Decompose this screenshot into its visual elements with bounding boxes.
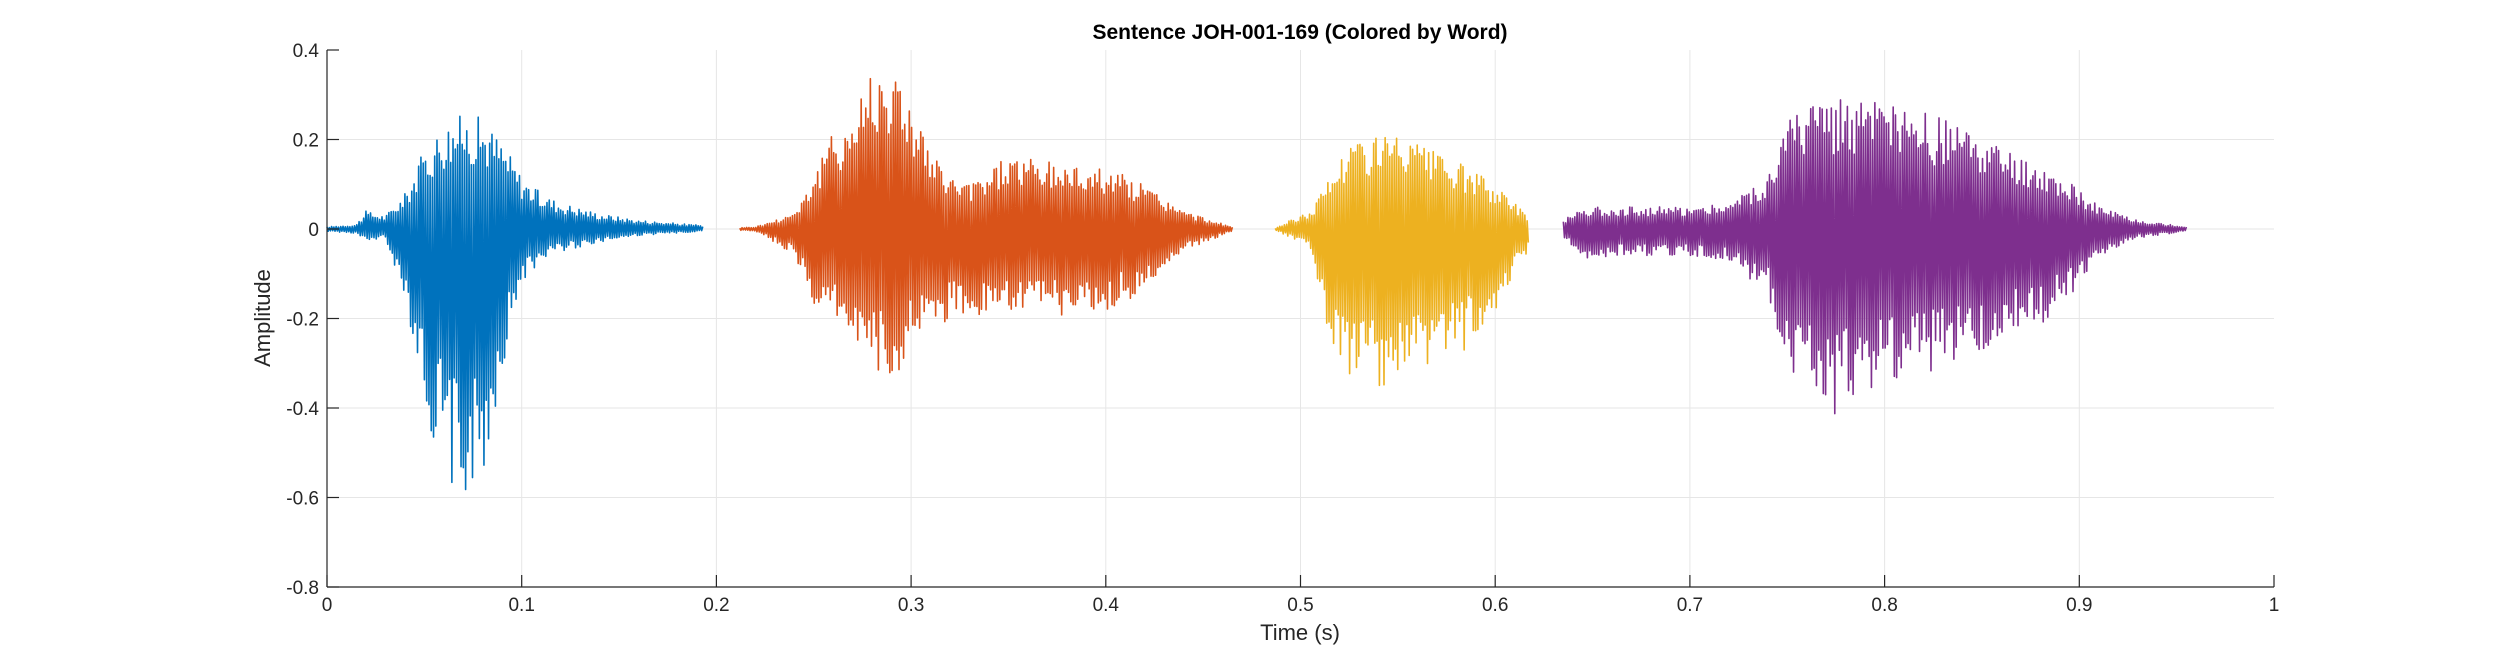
waveform-series-4 [1562,99,2188,415]
waveform-series-1 [326,115,704,491]
x-tick-label: 1 [2269,595,2280,616]
y-tick-label: 0 [308,220,319,241]
y-tick-label: 0.2 [293,131,319,152]
waveform-series-3 [1274,136,1530,387]
chart-title: Sentence JOH-001-169 (Colored by Word) [1092,21,1507,44]
y-tick-label: -0.2 [286,310,319,331]
x-tick-label: 0.4 [1093,595,1120,616]
waveform-series-2 [739,77,1234,374]
x-tick-label: 0.7 [1677,595,1703,616]
x-tick-label: 0.3 [898,595,924,616]
x-tick-label: 0.2 [703,595,729,616]
y-tick-label: -0.6 [286,489,319,510]
tick-labels: 0 0.1 0.2 0.3 0.4 0.5 0.6 0.7 0.8 0.9 1 0.4 0.2 0 -0.2… [286,41,2279,616]
x-axis-label: Time (s) [1260,620,1340,645]
y-tick-label: -0.4 [286,399,319,420]
x-tick-label: 0.9 [2066,595,2092,616]
x-tick-label: 0 [322,595,333,616]
x-tick-label: 0.6 [1482,595,1508,616]
x-tick-label: 0.8 [1871,595,1897,616]
x-tick-label: 0.5 [1287,595,1313,616]
x-tick-label: 0.1 [508,595,534,616]
y-tick-label: -0.8 [286,578,319,599]
y-axis-label: Amplitude [250,269,275,367]
axes [326,49,2275,588]
y-tick-label: 0.4 [293,41,320,62]
waveform-series-group [326,77,2188,491]
